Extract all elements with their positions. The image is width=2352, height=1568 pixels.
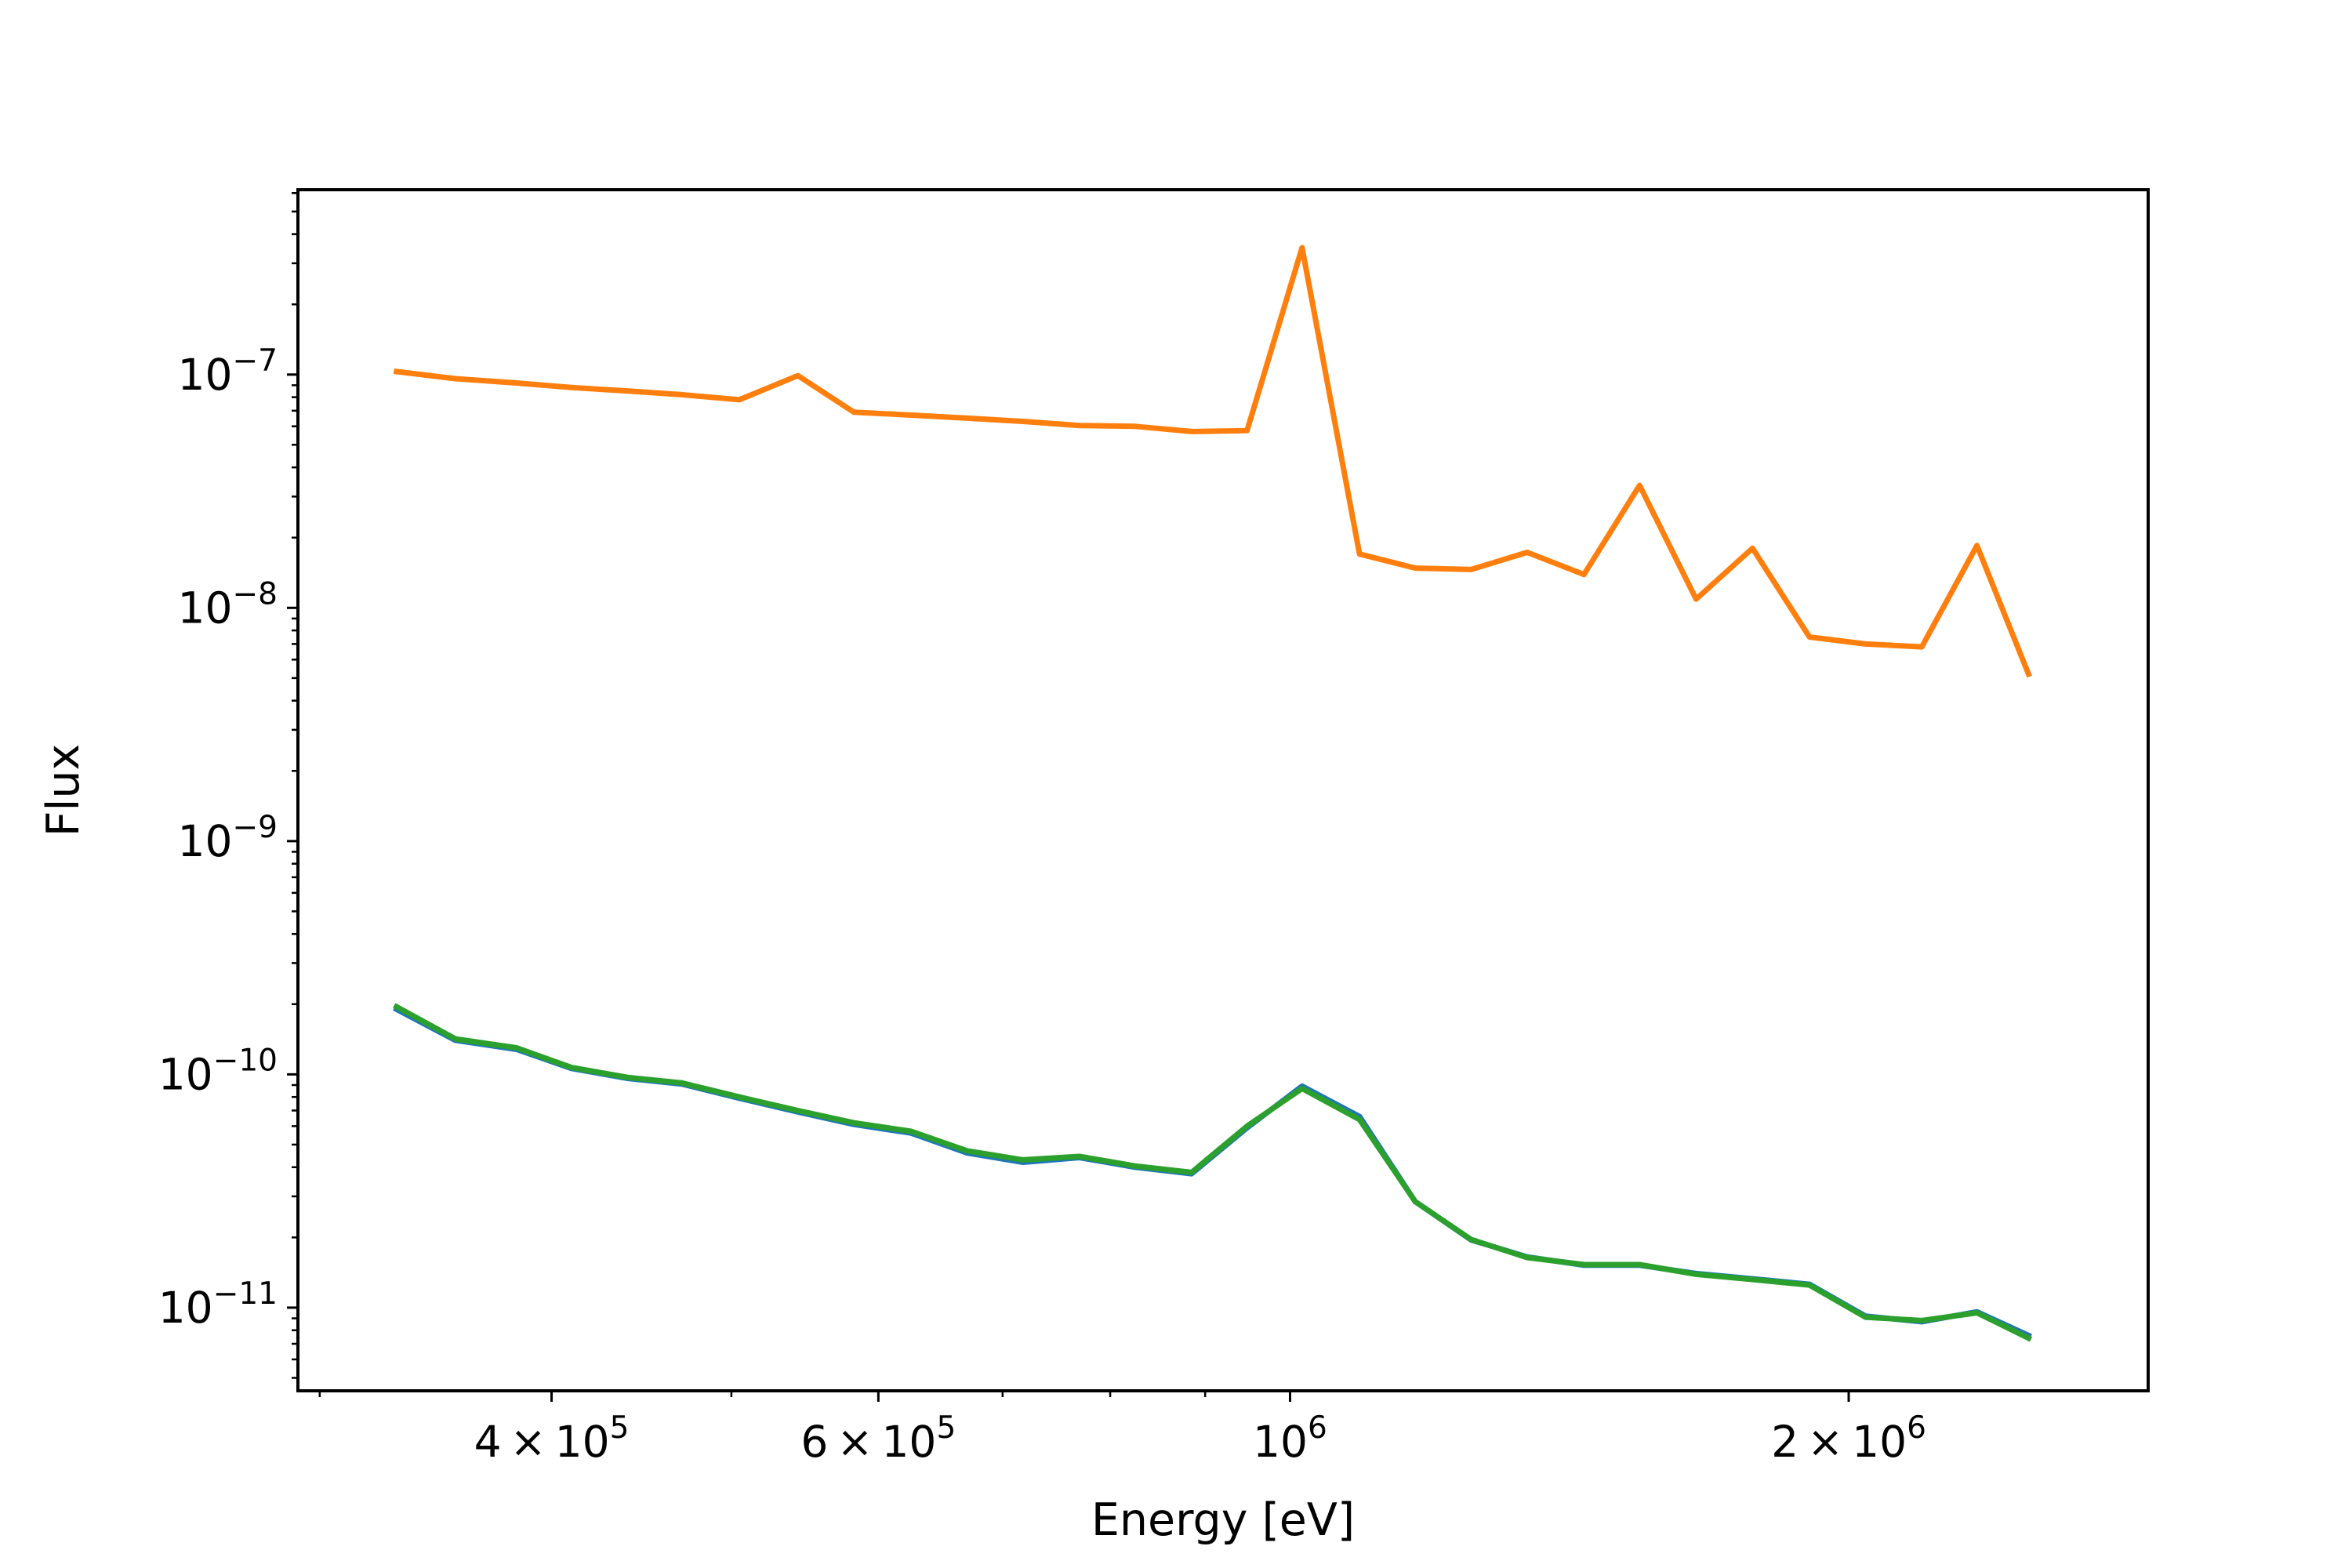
series-line-2	[393, 245, 2032, 678]
x-tick-label: 6 × 105	[800, 1410, 956, 1467]
x-tick-label: 2 × 106	[1771, 1410, 1926, 1467]
x-tick-label: 4 × 105	[474, 1410, 630, 1467]
y-tick-label: 10−11	[158, 1276, 278, 1333]
y-tick-label: 10−9	[178, 810, 278, 866]
series-line-3	[393, 1003, 2033, 1342]
x-axis-label: Energy [eV]	[1091, 1494, 1355, 1546]
y-tick-label: 10−7	[178, 343, 278, 400]
y-axis-label: Flux	[38, 744, 89, 837]
x-axis-ticks: 4 × 105 6 × 105 106 2 × 106	[474, 1391, 1926, 1467]
x-tick-label: 106	[1253, 1410, 1327, 1467]
axes-frame	[296, 188, 2150, 1392]
plot-area	[393, 245, 2033, 1342]
y-tick-label: 10−10	[158, 1043, 278, 1099]
y-axis-ticks: 10−11 10−10 10−9 10−8 10−7	[158, 343, 298, 1333]
y-tick-label: 10−8	[178, 576, 278, 633]
